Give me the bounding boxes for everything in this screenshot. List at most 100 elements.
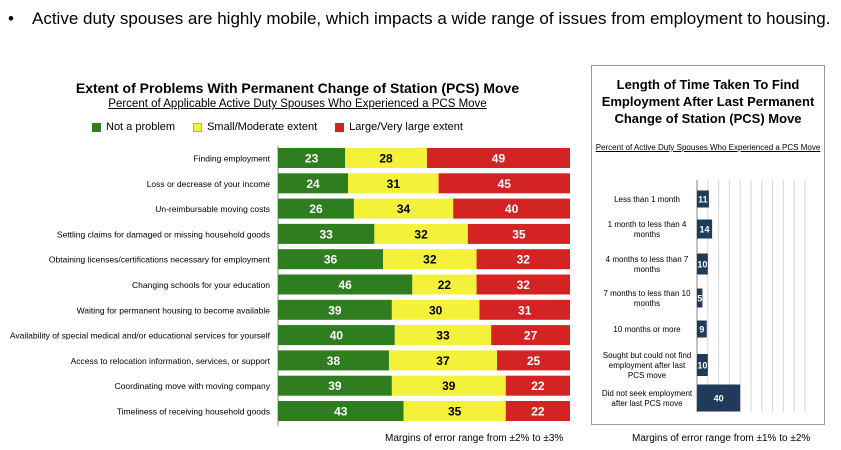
data-label: 40 bbox=[714, 394, 724, 404]
chart2-margin-note: Margins of error range from ±1% to ±2% bbox=[632, 433, 811, 444]
bar-segment bbox=[278, 274, 413, 295]
bar bbox=[697, 384, 741, 412]
chart2-frame bbox=[591, 65, 825, 425]
data-label: 32 bbox=[517, 253, 531, 267]
data-label: 27 bbox=[524, 329, 538, 343]
data-label: 40 bbox=[505, 202, 519, 216]
data-label: 39 bbox=[328, 303, 342, 317]
category-label: Waiting for permanent housing to become … bbox=[77, 305, 271, 315]
category-label: Loss or decrease of your income bbox=[147, 179, 271, 189]
data-label: 11 bbox=[698, 195, 708, 205]
category-label: Timeliness of receiving household goods bbox=[117, 407, 270, 417]
data-label: 31 bbox=[387, 177, 401, 191]
chart2-title: Length of Time Taken To Find Employment … bbox=[601, 77, 815, 126]
bar-segment bbox=[453, 198, 570, 219]
bar-segment bbox=[353, 198, 454, 219]
data-label: 25 bbox=[527, 354, 541, 368]
data-label: 36 bbox=[324, 253, 338, 267]
data-label: 31 bbox=[518, 303, 532, 317]
data-label: 34 bbox=[397, 202, 411, 216]
bar-segment bbox=[278, 401, 404, 421]
bar-segment bbox=[476, 274, 570, 295]
data-label: 33 bbox=[320, 227, 334, 241]
category-label: 1 month to less than 4 months bbox=[608, 220, 687, 239]
bar bbox=[697, 219, 713, 239]
data-label: 28 bbox=[379, 152, 393, 166]
bar bbox=[697, 253, 708, 275]
data-label: 9 bbox=[699, 325, 704, 335]
data-label: 45 bbox=[498, 177, 512, 191]
category-label: 7 months to less than 10 months bbox=[603, 289, 691, 308]
category-label: Obtaining licenses/certifications necess… bbox=[49, 255, 271, 265]
data-label: 24 bbox=[306, 177, 320, 191]
category-label: 4 months to less than 7 months bbox=[606, 255, 689, 274]
bar-segment bbox=[278, 325, 395, 346]
data-label: 33 bbox=[436, 329, 450, 343]
legend-swatch-yellow bbox=[193, 122, 203, 132]
legend-swatch-red bbox=[335, 122, 345, 132]
category-label: Availability of special medical and/or e… bbox=[10, 331, 271, 341]
legend-item-not-a-problem: Not a problem bbox=[92, 121, 175, 133]
data-label: 46 bbox=[338, 278, 352, 292]
bar-segment bbox=[383, 249, 477, 270]
bar-segment bbox=[391, 375, 506, 396]
bar-segment bbox=[278, 223, 375, 244]
data-label: 10 bbox=[697, 361, 707, 371]
legend-item-large: Large/Very large extent bbox=[335, 121, 463, 133]
category-label: Un-reimbursable moving costs bbox=[155, 204, 270, 214]
bar bbox=[697, 354, 708, 376]
chart1-subtitle: Percent of Applicable Active Duty Spouse… bbox=[108, 98, 487, 110]
bar-segment bbox=[467, 223, 570, 244]
legend-label: Small/Moderate extent bbox=[207, 121, 318, 133]
data-label: 39 bbox=[442, 379, 456, 393]
bar-segment bbox=[278, 173, 349, 194]
legend-label: Not a problem bbox=[106, 121, 176, 133]
bar-segment bbox=[278, 299, 392, 320]
bar-segment bbox=[278, 249, 384, 270]
category-label: Settling claims for damaged or missing h… bbox=[57, 229, 270, 239]
data-label: 30 bbox=[429, 303, 443, 317]
legend-swatch-green bbox=[92, 122, 101, 132]
bar-segment bbox=[278, 375, 392, 396]
data-label: 43 bbox=[334, 405, 348, 419]
bar-segment bbox=[412, 274, 477, 295]
bar-segment bbox=[345, 148, 427, 168]
category-label: 10 months or more bbox=[613, 325, 681, 334]
legend-item-small-moderate: Small/Moderate extent bbox=[193, 121, 317, 133]
bar-segment bbox=[278, 198, 354, 219]
chart1-legend: Not a problem Small/Moderate extent Larg… bbox=[92, 121, 463, 133]
bar-segment bbox=[491, 325, 570, 346]
category-label: Finding employment bbox=[193, 154, 270, 164]
data-label: 26 bbox=[309, 202, 323, 216]
legend-label: Large/Very large extent bbox=[349, 121, 463, 133]
data-label: 10 bbox=[697, 260, 707, 270]
bullet-point: • Active duty spouses are highly mobile,… bbox=[8, 8, 833, 29]
bar-segment bbox=[476, 249, 570, 270]
data-label: 22 bbox=[531, 405, 545, 419]
data-label: 38 bbox=[327, 354, 341, 368]
data-label: 37 bbox=[436, 354, 450, 368]
bar-segment bbox=[479, 299, 570, 320]
data-label: 40 bbox=[330, 329, 344, 343]
bar-segment bbox=[497, 350, 570, 371]
bar bbox=[697, 190, 709, 208]
bar bbox=[697, 320, 707, 338]
bar-segment bbox=[403, 401, 506, 421]
data-label: 22 bbox=[438, 278, 452, 292]
bar-segment bbox=[426, 148, 570, 168]
category-label: Sought but could not find employment afte… bbox=[603, 351, 692, 380]
bullet-text: Active duty spouses are highly mobile, w… bbox=[32, 9, 831, 28]
data-label: 39 bbox=[328, 379, 342, 393]
data-label: 5 bbox=[697, 294, 702, 304]
category-label: Coordinating move with moving company bbox=[115, 381, 271, 391]
data-label: 35 bbox=[448, 405, 462, 419]
bar-segment bbox=[391, 299, 480, 320]
category-label: Access to relocation information, servic… bbox=[71, 356, 271, 366]
category-label: Changing schools for your education bbox=[132, 280, 270, 290]
data-label: 22 bbox=[531, 379, 545, 393]
bullet-marker: • bbox=[8, 9, 14, 28]
chart2-subtitle: Percent of Active Duty Spouses Who Exper… bbox=[595, 143, 821, 152]
bar-segment bbox=[505, 375, 570, 396]
